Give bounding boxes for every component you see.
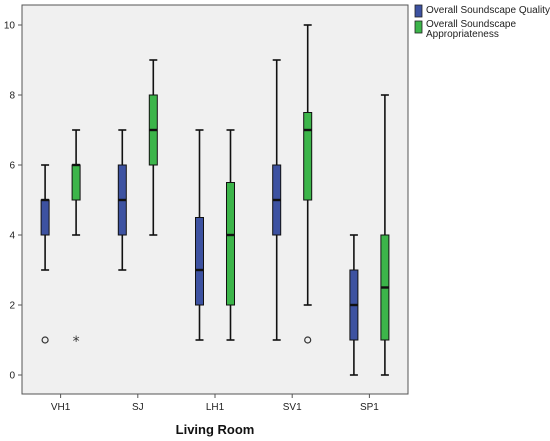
x-axis: VH1 SJ LH1 SV1 SP1 <box>51 394 379 413</box>
y-axis: 0 2 4 6 8 10 <box>4 21 22 382</box>
boxes-layer: * <box>40 24 390 376</box>
plot-area <box>21 4 409 395</box>
outlier-point <box>304 336 312 344</box>
y-tick-label: 10 <box>4 21 16 32</box>
legend-label-appropriateness: Overall Soundscape Appropriateness <box>426 19 516 40</box>
legend-swatch-quality <box>414 4 423 18</box>
x-tick-label: SJ <box>132 402 144 413</box>
box <box>303 112 313 201</box>
y-tick-label: 6 <box>9 161 15 172</box>
box <box>71 164 81 201</box>
outlier-point <box>41 336 49 344</box>
legend-swatch-appropriateness <box>414 20 423 34</box>
box <box>195 217 204 306</box>
box <box>226 182 235 306</box>
y-tick-label: 4 <box>9 231 15 242</box>
y-tick-label: 8 <box>9 91 15 102</box>
x-tick-label: SP1 <box>360 402 379 413</box>
x-axis-title: Living Room <box>176 422 255 437</box>
box <box>40 199 50 236</box>
legend: Overall Soundscape Quality Overall Sound… <box>414 4 550 40</box>
x-tick-label: SV1 <box>283 402 302 413</box>
legend-label-quality: Overall Soundscape Quality <box>426 5 550 16</box>
y-tick-label: 2 <box>9 301 15 312</box>
y-tick-label: 0 <box>9 371 15 382</box>
x-tick-label: LH1 <box>206 402 225 413</box>
x-tick-label: VH1 <box>51 402 71 413</box>
legend-label-line: Appropriateness <box>426 29 499 40</box>
legend-label-line: Overall Soundscape <box>426 19 516 30</box>
outlier-extreme: * <box>73 334 80 350</box>
